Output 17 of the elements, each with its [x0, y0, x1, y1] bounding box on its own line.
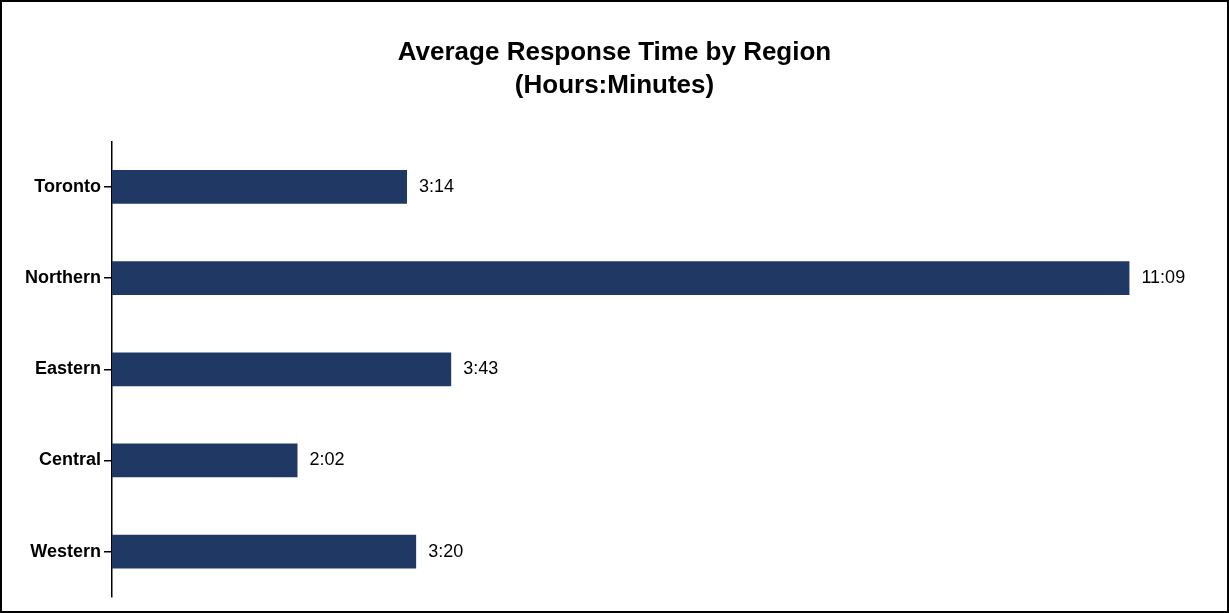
y-tick-label: Eastern: [34, 358, 101, 379]
y-tick-label: Toronto: [34, 175, 101, 196]
data-label: 11:09: [1141, 267, 1186, 288]
data-label: 3:20: [428, 540, 464, 561]
chart-subtitle: (Hours:Minutes): [514, 68, 715, 99]
bar: [112, 534, 417, 569]
data-label: 3:14: [419, 175, 455, 196]
data-label: 3:43: [463, 358, 499, 379]
bar: [112, 170, 408, 204]
chart-title: Average Response Time by Region: [397, 35, 832, 66]
bar: [112, 443, 298, 478]
bar: [112, 352, 452, 387]
data-label: 2:02: [309, 449, 345, 470]
y-tick-label: Western: [30, 540, 101, 561]
bar: [112, 261, 1130, 296]
y-tick-label: Central: [38, 449, 101, 470]
y-tick-label: Northern: [25, 267, 101, 288]
